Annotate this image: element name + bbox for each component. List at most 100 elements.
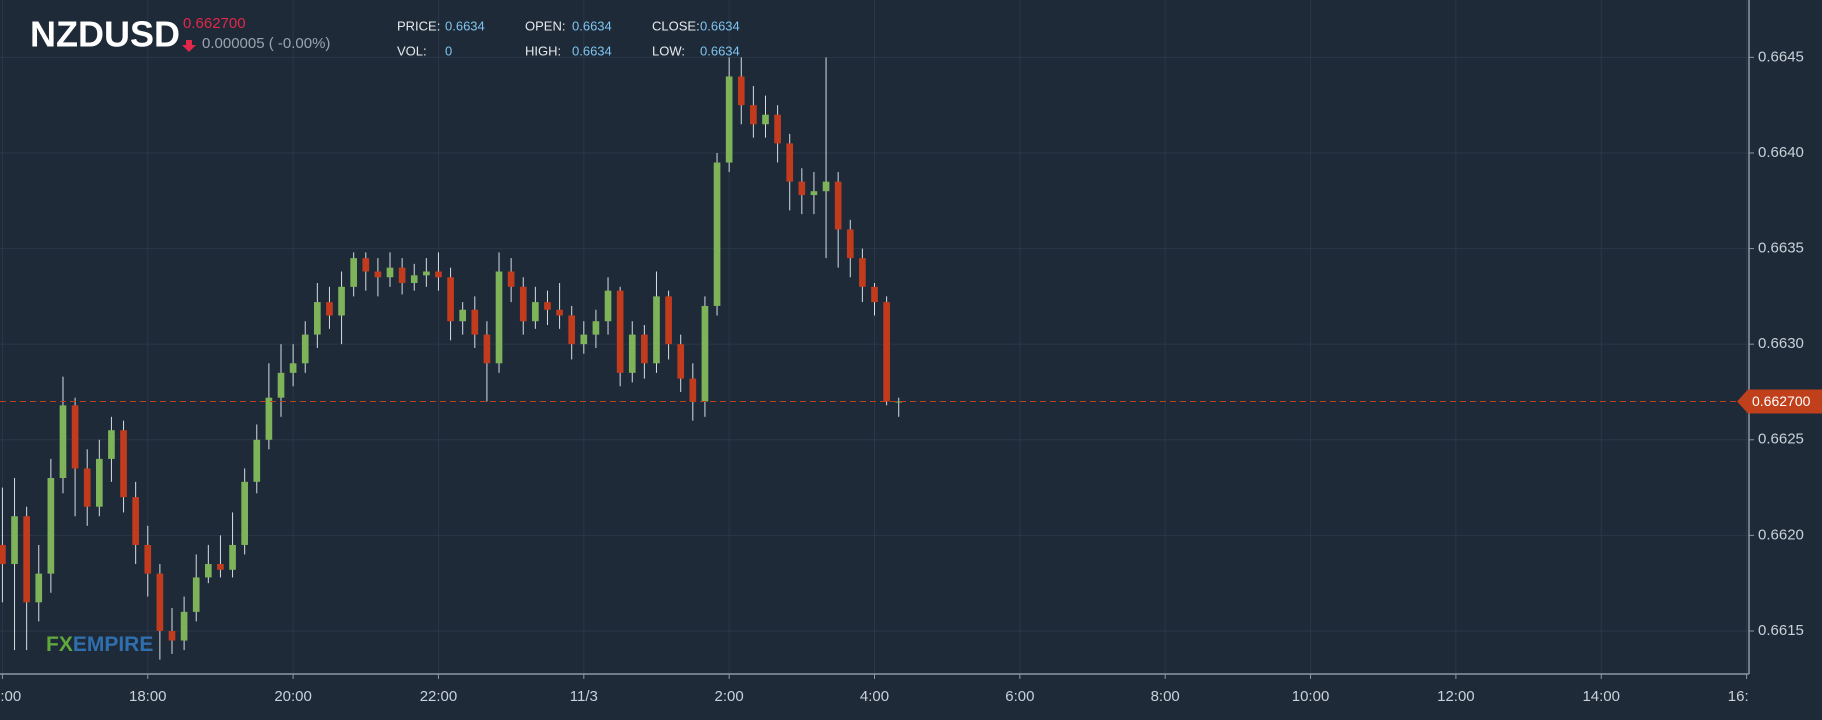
candle-body [447, 277, 454, 322]
candle-body [532, 302, 539, 322]
info-label: OPEN: [525, 18, 565, 33]
plot-area [0, 57, 1749, 660]
candle-body [822, 181, 830, 192]
candle-body [71, 405, 79, 469]
price: 0.662700 [183, 15, 246, 32]
candle-body [701, 305, 709, 402]
y-tick-label: 0.6615 [1758, 622, 1804, 639]
candle-body [338, 286, 345, 316]
info-label: CLOSE: [652, 18, 700, 33]
candle-body [495, 271, 503, 364]
y-tick-label: 0.6630 [1758, 335, 1804, 352]
candle-body [774, 114, 781, 144]
info-value: 0.6634 [700, 18, 740, 33]
candle-body [108, 430, 115, 459]
candle-body [95, 458, 103, 507]
candle-body [883, 302, 890, 402]
candle-body [459, 309, 467, 322]
candle-body [580, 334, 588, 345]
candle-body [265, 397, 273, 440]
candle-body [544, 302, 551, 310]
candle-body [289, 363, 297, 373]
watermark: FXEMPIRE [46, 633, 153, 656]
candle-body [556, 309, 563, 316]
x-tick-label: 20:00 [274, 688, 312, 705]
y-tick-label: 0.6640 [1758, 144, 1804, 161]
info-value: 0.6634 [572, 43, 612, 58]
candle-body [725, 76, 733, 163]
y-tick-label: 0.6625 [1758, 431, 1804, 448]
x-tick-label: 11/3 [570, 688, 598, 705]
candle-body [180, 611, 188, 641]
candle-body [374, 271, 382, 278]
candle-body [483, 334, 491, 364]
x-tick-label: 12:00 [1437, 688, 1475, 705]
candle-body [11, 516, 18, 565]
watermark-prefix: FX [46, 633, 73, 656]
x-tick-label: 10:00 [1292, 688, 1330, 705]
candle-body [423, 271, 430, 276]
candle-body [156, 573, 164, 631]
candle-body [132, 497, 139, 545]
candle-body [229, 544, 236, 570]
candle-body [168, 630, 176, 641]
candle-body [83, 468, 91, 507]
x-tick-label: 4:00 [860, 688, 889, 705]
info-value: 0.6634 [572, 18, 612, 33]
candle-body [713, 162, 721, 306]
candle-body [628, 334, 636, 373]
candle-body [326, 302, 333, 316]
candle-body [47, 478, 55, 574]
watermark-name: EMPIRE [73, 633, 154, 656]
x-tick-label: 18:00 [129, 688, 167, 705]
candle-body [35, 573, 43, 603]
candle-body [762, 114, 769, 125]
candle-body [641, 334, 648, 364]
candle-body [144, 544, 152, 574]
grid [0, 0, 1749, 674]
candle-body [59, 405, 67, 479]
candle-body [568, 315, 576, 345]
info-label: PRICE: [397, 18, 440, 33]
down-arrow [182, 40, 196, 52]
price-change: 0.000005 ( -0.00%) [202, 35, 330, 52]
candle-body [665, 296, 672, 345]
x-tick-label: 2:00 [715, 688, 744, 705]
x-axis: 16:00 18:00 20:00 22:00 11/3 2:00 4:00 6:00 8:00… [0, 674, 1766, 705]
candle-body [301, 334, 309, 364]
candle-body [689, 378, 697, 402]
candle-body [398, 267, 406, 283]
candle-body [217, 564, 224, 570]
candle-body [859, 258, 866, 287]
candle-body [507, 271, 515, 287]
x-tick-label: 22:00 [420, 688, 458, 705]
candle-body [737, 76, 745, 106]
candle-body [810, 191, 818, 196]
candle-body [592, 321, 600, 335]
info-value: 0.6634 [445, 18, 485, 33]
info-label: VOL: [397, 43, 427, 58]
candle-body [677, 344, 685, 379]
y-tick-label: 0.6620 [1758, 526, 1804, 543]
candle-body [834, 181, 842, 230]
last-price-tag [1737, 389, 1822, 414]
info-label: HIGH: [525, 43, 561, 58]
candle-body [871, 286, 878, 303]
candle-body [604, 290, 612, 322]
candle-body [435, 271, 442, 278]
y-tick-label: 0.6645 [1758, 48, 1804, 65]
candle-body [192, 577, 200, 612]
x-tick-label: 8:00 [1151, 688, 1180, 705]
info-value: 0.6634 [700, 43, 740, 58]
y-axis: 0.6615 0.6620 0.6625 0.6630 0.6635 0.6640 0.66… [1749, 48, 1804, 639]
x-tick-label: 16:00 [1728, 688, 1766, 705]
last-price-label: 0.662700 [1752, 393, 1811, 409]
info-value: 0 [445, 43, 452, 58]
candle-body [253, 439, 261, 482]
candle-body [362, 258, 370, 272]
candle-body [0, 544, 6, 565]
